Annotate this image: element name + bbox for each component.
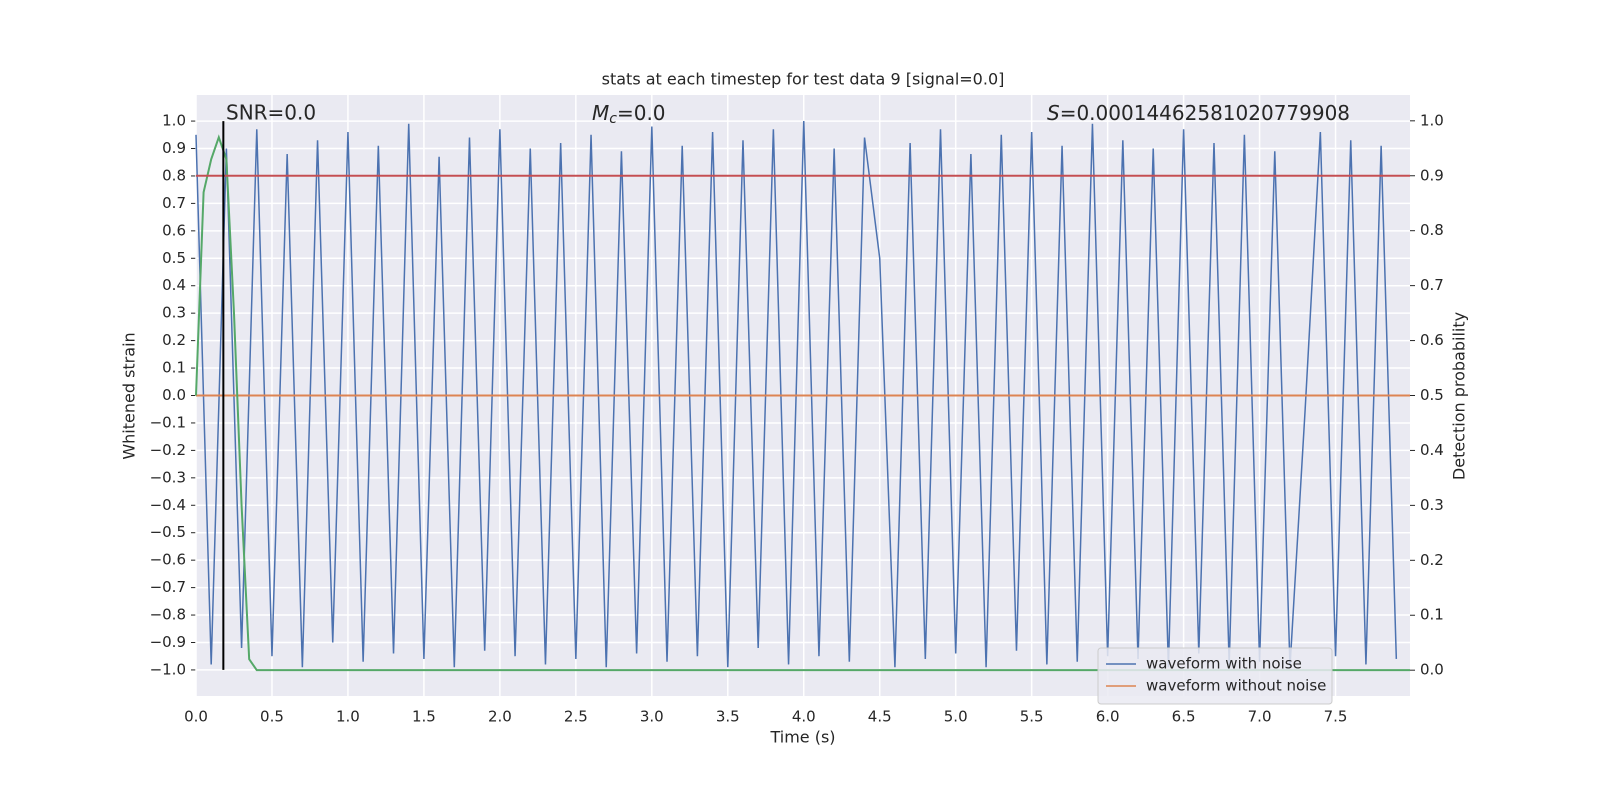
x-tick-label: 2.5 (564, 708, 588, 726)
annotation: Mc=0.0 (592, 101, 666, 128)
y2-tick-label: 0.2 (1420, 551, 1444, 569)
x-tick-label: 3.5 (716, 708, 740, 726)
annotation: SNR=0.0 (226, 101, 316, 125)
y-tick-label: −0.1 (150, 413, 186, 431)
y-tick-label: −0.4 (150, 496, 186, 514)
annotation-text: =0.00014462581020779908 (1060, 101, 1350, 125)
x-tick-label: 3.0 (640, 708, 664, 726)
y-tick-label: 0.0 (162, 386, 186, 404)
annotation-text: =0.0 (617, 101, 666, 125)
legend-label: waveform with noise (1146, 655, 1302, 673)
y-tick-label: −0.5 (150, 523, 186, 541)
x-tick-label: 5.0 (944, 708, 968, 726)
x-axis-label: Time (s) (769, 728, 835, 747)
annotation: S=0.00014462581020779908 (1047, 101, 1350, 125)
x-tick-label: 7.5 (1324, 708, 1348, 726)
y-tick-label: −0.6 (150, 551, 186, 569)
legend-label: waveform without noise (1146, 677, 1326, 695)
y-tick-label: 1.0 (162, 112, 186, 130)
x-tick-label: 0.5 (260, 708, 284, 726)
y2-tick-label: 0.8 (1420, 221, 1444, 239)
y2-tick-label: 0.7 (1420, 276, 1444, 294)
y2-tick-label: 0.1 (1420, 606, 1444, 624)
x-tick-label: 1.5 (412, 708, 436, 726)
y-tick-label: −0.9 (150, 633, 186, 651)
y2-tick-label: 0.4 (1420, 441, 1444, 459)
y-tick-label: −0.8 (150, 606, 186, 624)
y-tick-label: 0.8 (162, 166, 186, 184)
y-tick-label: 0.1 (162, 359, 186, 377)
y-tick-label: −0.7 (150, 578, 186, 596)
x-tick-label: 0.0 (184, 708, 208, 726)
legend-box (1097, 647, 1333, 705)
y2-tick-label: 0.3 (1420, 496, 1444, 514)
series-line (195, 121, 1398, 668)
x-tick-label: 7.0 (1248, 708, 1272, 726)
x-tick-label: 6.0 (1096, 708, 1120, 726)
y-tick-label: 0.7 (162, 194, 186, 212)
x-tick-label: 5.5 (1020, 708, 1044, 726)
y-tick-label: 0.9 (162, 139, 186, 157)
annotation-symbol: S (1047, 101, 1060, 125)
annotation-symbol: M (592, 101, 609, 125)
y2-tick-label: 0.0 (1420, 661, 1444, 679)
y-tick-label: 0.3 (162, 304, 186, 322)
y-tick-label: 0.6 (162, 221, 186, 239)
y2-tick-label: 0.9 (1420, 166, 1444, 184)
y-tick-label: −1.0 (150, 660, 186, 678)
x-tick-label: 1.0 (336, 708, 360, 726)
y2-tick-label: 1.0 (1420, 111, 1444, 129)
y-tick-label: −0.2 (150, 441, 186, 459)
y-tick-label: 0.4 (162, 276, 186, 294)
chart-title: stats at each timestep for test data 9 [… (602, 70, 1005, 89)
y-tick-label: 0.5 (162, 249, 186, 267)
y-axis-label: Whitened strain (120, 332, 139, 459)
y2-tick-label: 0.6 (1420, 331, 1444, 349)
y2-tick-label: 0.5 (1420, 386, 1444, 404)
x-tick-label: 4.0 (792, 708, 816, 726)
annotation-subscript: c (609, 111, 617, 127)
y-tick-label: −0.3 (150, 468, 186, 486)
x-tick-label: 4.5 (868, 708, 892, 726)
x-tick-label: 6.5 (1172, 708, 1196, 726)
y2-axis-label: Detection probability (1450, 312, 1469, 480)
x-tick-label: 2.0 (488, 708, 512, 726)
y-tick-label: 0.2 (162, 331, 186, 349)
